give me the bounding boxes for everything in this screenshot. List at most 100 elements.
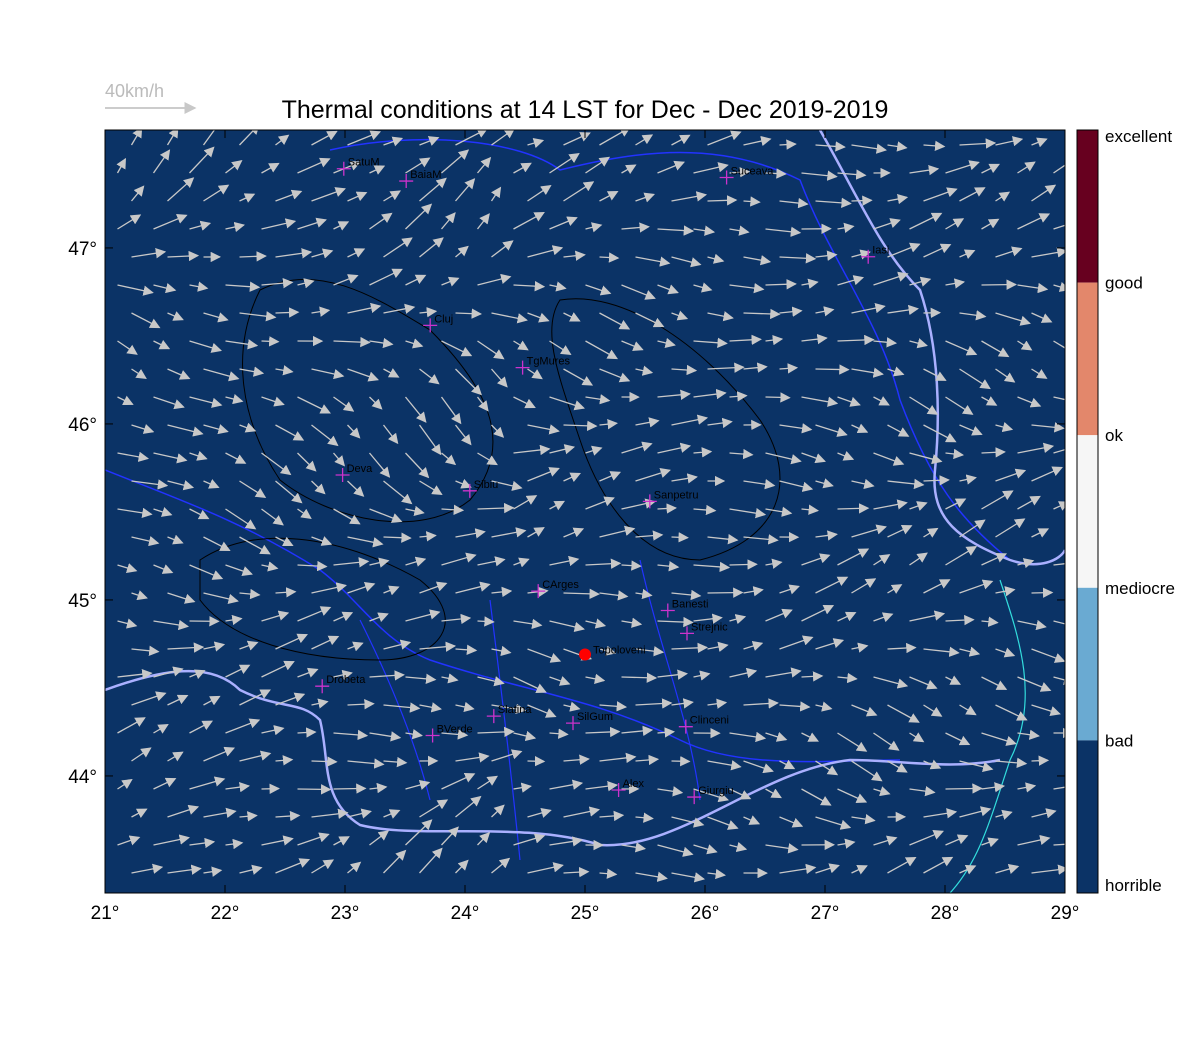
wind-arrow: [909, 452, 943, 465]
city-marker: [462, 483, 477, 498]
x-tick-label: 21°: [91, 903, 120, 924]
wind-arrow: [527, 862, 564, 874]
wind-arrow: [1017, 495, 1041, 510]
wind-arrow: [765, 608, 793, 622]
wind-arrow: [923, 759, 942, 770]
wind-arrow: [1053, 448, 1065, 454]
wind-arrow: [491, 368, 508, 388]
wind-arrow: [513, 676, 547, 693]
wind-arrow: [995, 757, 1028, 769]
wind-arrow: [635, 754, 660, 766]
wind-arrow: [1031, 587, 1054, 598]
wind-arrow: [657, 225, 695, 236]
wind-arrow: [765, 558, 783, 569]
wind-arrow: [995, 518, 1026, 538]
wind-arrow: [131, 808, 148, 819]
wind-arrow: [275, 633, 308, 650]
wind-arrow: [873, 554, 891, 566]
wind-arrow: [981, 837, 999, 848]
wind-arrow: [909, 212, 943, 230]
wind-arrow: [311, 635, 340, 650]
wind-arrow: [476, 396, 489, 412]
wind-arrow: [815, 760, 839, 776]
wind-arrow: [131, 479, 169, 490]
wind-arrow: [405, 673, 437, 684]
wind-arrow: [981, 782, 1006, 793]
wind-arrow: [405, 274, 427, 286]
wind-arrow: [167, 424, 204, 437]
wind-arrow: [693, 844, 718, 855]
wind-arrow: [563, 588, 600, 600]
wind-arrow: [333, 336, 371, 348]
wind-arrow: [347, 191, 368, 202]
wind-arrow: [707, 195, 738, 206]
wind-arrow: [765, 226, 802, 237]
wind-arrow: [347, 130, 382, 146]
colorbar-label: excellent: [1105, 127, 1172, 146]
wind-arrow: [779, 306, 803, 317]
wind-arrow: [995, 586, 1016, 597]
x-tick-label: 29°: [1051, 903, 1080, 924]
wind-arrow: [887, 584, 903, 594]
wind-arrow: [981, 163, 1000, 174]
wind-arrow: [131, 368, 147, 379]
wind-arrow: [117, 618, 138, 629]
wind-arrow: [311, 808, 349, 819]
wind-arrow: [311, 306, 331, 317]
wind-arrow: [311, 698, 329, 709]
wind-arrow: [513, 396, 536, 409]
wind-arrow: [671, 698, 694, 709]
wind-arrow: [225, 339, 259, 350]
wind-arrow: [491, 130, 516, 146]
wind-arrow: [887, 366, 905, 377]
wind-arrow: [419, 480, 443, 496]
wind-arrow: [729, 282, 765, 294]
wind-arrow: [743, 534, 779, 545]
wind-arrow: [261, 162, 280, 174]
wind-arrow: [707, 130, 742, 146]
wind-arrow: [153, 396, 185, 410]
wind-arrow: [563, 250, 586, 261]
colorbar-segment: [1077, 740, 1098, 893]
wind-arrow: [909, 552, 928, 566]
wind-arrow: [1053, 843, 1065, 846]
wind-arrow: [239, 366, 265, 377]
wind-arrow: [837, 451, 855, 461]
wind-arrow: [167, 864, 202, 875]
wind-arrow: [801, 732, 819, 742]
wind-arrow: [347, 808, 372, 819]
wind-arrow: [585, 394, 611, 405]
wind-arrow: [909, 164, 940, 176]
wind-arrow: [815, 863, 840, 874]
wind-arrow: [225, 664, 251, 678]
wind-arrow: [1017, 396, 1042, 408]
wind-arrow: [743, 135, 772, 147]
city-marker: [335, 467, 350, 482]
wind-arrow: [297, 157, 331, 174]
wind-arrow: [585, 156, 611, 174]
colorbar-label: ok: [1105, 426, 1123, 445]
city-marker: [486, 709, 501, 724]
wind-arrow: [275, 755, 294, 766]
site-label: Topoloveni: [593, 645, 646, 657]
wind-arrow: [909, 786, 936, 797]
wind-arrow: [189, 220, 212, 231]
wind-arrow: [945, 614, 975, 626]
wind-arrow: [909, 732, 925, 743]
wind-arrow: [1031, 704, 1061, 717]
wind-arrow: [837, 222, 855, 233]
wind-arrow: [815, 816, 852, 830]
wind-arrow: [729, 448, 754, 460]
city-marker: [515, 360, 530, 375]
x-tick-label: 27°: [811, 903, 840, 924]
wind-arrow: [476, 213, 490, 230]
wind-arrow: [1031, 422, 1065, 433]
wind-arrow: [851, 195, 873, 206]
wind-arrow: [1031, 466, 1063, 482]
wind-arrow: [621, 617, 643, 628]
wind-arrow: [419, 307, 438, 318]
wind-arrow: [995, 704, 1028, 721]
city-marker: [423, 318, 438, 333]
wind-arrow: [779, 197, 809, 209]
wind-arrow: [563, 181, 595, 202]
